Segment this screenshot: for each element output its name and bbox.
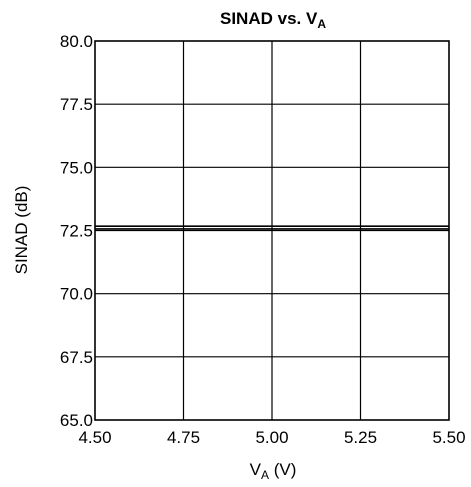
y-tick-label: 72.5 [60,222,93,241]
data-series [95,225,449,230]
chart-title: SINAD vs. VA [220,9,326,31]
y-tick-label: 77.5 [60,95,93,114]
x-tick-label: 4.75 [167,428,200,447]
y-tick-label: 75.0 [60,158,93,177]
y-tick-label: 70.0 [60,285,93,304]
y-tick-label: 80.0 [60,32,93,51]
grid-lines [95,41,449,420]
x-axis-label-subscript: A [261,468,269,482]
x-tick-label: 5.25 [344,428,377,447]
tick-labels: 4.50 4.75 5.00 5.25 5.50 65.0 67.5 70.0 72.5 75.0… [60,32,466,447]
plot-frame [94,40,450,421]
x-axis-label-main: V [250,460,262,479]
x-tick-label: 5.00 [255,428,288,447]
x-tick-label: 5.50 [432,428,465,447]
chart-title-main: SINAD vs. V [220,9,318,28]
y-axis-label: SINAD (dB) [12,186,31,275]
chart-title-subscript: A [317,17,326,31]
x-tick-label: 4.50 [78,428,111,447]
y-tick-label: 67.5 [60,348,93,367]
x-axis-label-unit: (V) [269,460,296,479]
y-tick-label: 65.0 [60,411,93,430]
x-axis-label: VA (V) [250,460,297,482]
